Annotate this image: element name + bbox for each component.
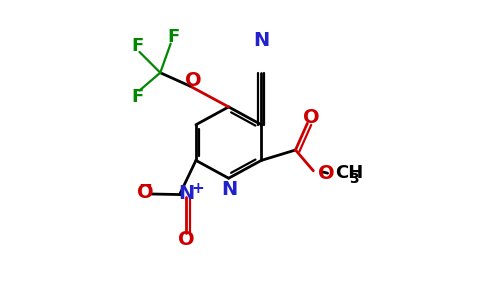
Text: O: O bbox=[178, 230, 195, 249]
Text: F: F bbox=[167, 28, 179, 46]
Text: CH: CH bbox=[335, 164, 363, 182]
Text: F: F bbox=[132, 88, 144, 106]
Text: O: O bbox=[137, 183, 154, 202]
Text: N: N bbox=[178, 184, 194, 203]
Text: O: O bbox=[302, 108, 319, 128]
Text: +: + bbox=[191, 181, 204, 196]
Text: F: F bbox=[132, 37, 144, 55]
Text: O: O bbox=[318, 164, 334, 183]
Text: O: O bbox=[185, 71, 202, 90]
Text: −: − bbox=[138, 176, 152, 194]
Text: N: N bbox=[221, 180, 238, 199]
Text: N: N bbox=[253, 31, 270, 50]
Text: 3: 3 bbox=[349, 172, 359, 186]
